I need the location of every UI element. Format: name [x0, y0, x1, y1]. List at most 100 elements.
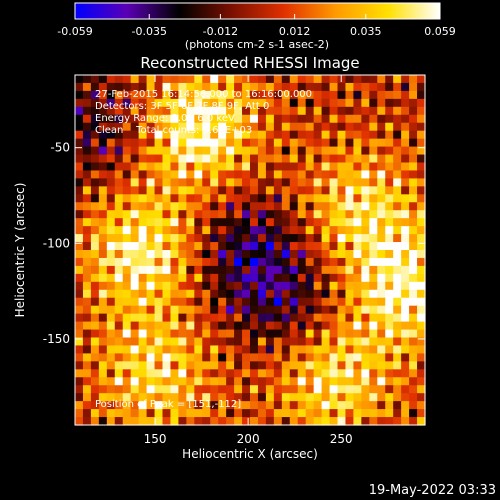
heatmap-cell — [401, 114, 410, 124]
heatmap-cell — [281, 305, 291, 315]
heatmap-cell — [194, 226, 203, 235]
heatmap-cell — [114, 90, 124, 100]
heatmap-cell — [106, 281, 116, 291]
heatmap-cell — [75, 417, 84, 426]
heatmap-cell — [345, 122, 354, 132]
heatmap-cell — [162, 353, 172, 362]
heatmap-cell — [218, 313, 227, 323]
heatmap-cell — [313, 361, 323, 370]
heatmap-cell — [194, 369, 203, 378]
heatmap-cell — [82, 186, 92, 195]
heatmap-cell — [194, 178, 203, 187]
heatmap-cell — [106, 377, 116, 386]
heatmap-cell — [114, 186, 124, 195]
heatmap-cell — [210, 130, 219, 140]
heatmap-cell — [234, 417, 243, 426]
heatmap-cell — [377, 313, 386, 323]
heatmap-cell — [385, 75, 394, 84]
heatmap-cell — [234, 409, 243, 418]
heatmap-cell — [114, 281, 124, 291]
heatmap-cell — [186, 345, 195, 354]
heatmap-cell — [329, 114, 339, 124]
heatmap-cell — [409, 178, 418, 187]
heatmap-cell — [170, 82, 179, 92]
heatmap-cell — [257, 353, 267, 362]
heatmap-cell — [337, 106, 347, 116]
heatmap-cell — [242, 297, 251, 307]
heatmap-cell — [242, 234, 251, 243]
heatmap-cell — [202, 226, 211, 235]
heatmap-cell — [186, 234, 195, 243]
heatmap-cell — [210, 385, 219, 394]
heatmap-cell — [337, 138, 347, 148]
heatmap-cell — [194, 106, 203, 116]
heatmap-cell — [98, 130, 108, 140]
heatmap-cell — [154, 281, 164, 291]
heatmap-cell — [329, 202, 339, 211]
heatmap-cell — [202, 194, 211, 203]
heatmap-cell — [409, 194, 418, 203]
heatmap-cell — [154, 226, 164, 235]
heatmap-cell — [409, 114, 418, 124]
heatmap-cell — [202, 337, 211, 347]
heatmap-cell — [122, 154, 132, 164]
heatmap-cell — [154, 210, 164, 219]
heatmap-cell — [369, 305, 378, 315]
heatmap-cell — [289, 369, 299, 378]
heatmap-cell — [114, 361, 124, 370]
heatmap-cell — [281, 82, 291, 92]
heatmap-cell — [305, 218, 315, 227]
heatmap-cell — [154, 146, 164, 156]
heatmap-cell — [417, 226, 426, 235]
heatmap-cell — [98, 154, 108, 164]
heatmap-cell — [234, 337, 243, 347]
heatmap-cell — [202, 178, 211, 187]
heatmap-cell — [250, 401, 259, 410]
heatmap-cell — [345, 281, 354, 291]
heatmap-cell — [353, 82, 362, 92]
heatmap-cell — [90, 194, 100, 203]
heatmap-cell — [114, 75, 124, 84]
heatmap-cell — [146, 226, 156, 235]
heatmap-cell — [162, 281, 172, 291]
heatmap-cell — [289, 146, 299, 156]
heatmap-cell — [154, 385, 164, 394]
heatmap-cell — [202, 409, 211, 418]
heatmap-cell — [130, 265, 140, 275]
heatmap-cell — [337, 337, 347, 347]
heatmap-cell — [417, 313, 426, 323]
heatmap-cell — [250, 82, 259, 92]
heatmap-cell — [353, 353, 362, 362]
heatmap-cell — [409, 417, 418, 426]
heatmap-cell — [369, 313, 378, 323]
heatmap-cell — [329, 417, 339, 426]
heatmap-cell — [98, 202, 108, 211]
heatmap-cell — [377, 178, 386, 187]
heatmap-cell — [257, 234, 267, 243]
annotation-time-range: 27-Feb-2015 16:14:56.000 to 16:16:00.000 — [95, 89, 312, 100]
heatmap-cell — [106, 218, 116, 227]
heatmap-cell — [178, 234, 187, 243]
heatmap-cell — [289, 178, 299, 187]
heatmap-cell — [114, 401, 124, 410]
heatmap-cell — [281, 114, 291, 124]
heatmap-cell — [106, 417, 116, 426]
heatmap-cell — [138, 377, 148, 386]
heatmap-cell — [146, 138, 156, 148]
heatmap-cell — [75, 178, 84, 187]
heatmap-cell — [257, 218, 267, 227]
heatmap-cell — [154, 122, 164, 132]
heatmap-cell — [417, 345, 426, 354]
heatmap-cell — [210, 361, 219, 370]
heatmap-cell — [289, 194, 299, 203]
heatmap-cell — [82, 98, 92, 108]
heatmap-cell — [393, 385, 402, 394]
heatmap-cell — [194, 345, 203, 354]
heatmap-cell — [170, 377, 179, 386]
heatmap-cell — [90, 401, 100, 410]
heatmap-cell — [321, 313, 331, 323]
heatmap-cell — [313, 257, 323, 267]
heatmap-cell — [226, 385, 235, 394]
heatmap-cell — [305, 361, 315, 370]
heatmap-cell — [154, 242, 164, 251]
